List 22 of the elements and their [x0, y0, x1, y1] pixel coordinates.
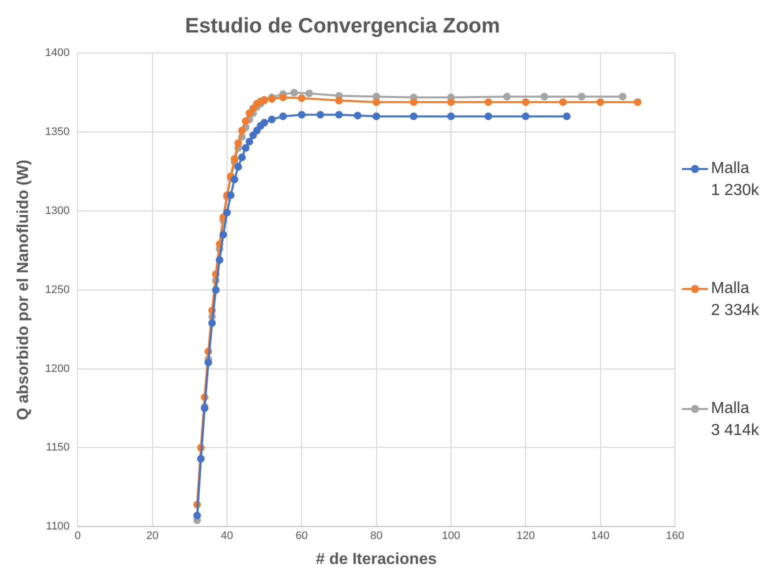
y-tick-label: 1100: [46, 520, 70, 533]
x-tick-label: 160: [666, 530, 684, 542]
x-tick-label: 80: [370, 530, 382, 542]
legend-label: Malla 3 414k: [711, 399, 760, 441]
x-tick-label: 40: [220, 530, 234, 542]
y-tick-label: 1200: [45, 362, 70, 375]
y-tick-label: 1250: [45, 284, 70, 296]
x-tick-label: 60: [296, 530, 308, 542]
y-axis-title: Q absorbido por el Nanofluido (W): [15, 160, 32, 420]
x-tick-label: 100: [442, 530, 460, 542]
x-tick-label: 120: [516, 530, 535, 542]
legend-label: Malla 1 230k: [711, 159, 760, 201]
chart-title: Estudio de Convergencia Zoom: [184, 14, 500, 38]
y-tick-label: 1350: [45, 126, 70, 138]
y-tick-label: 1150: [46, 442, 70, 454]
x-axis-title: # de Iteraciones: [316, 550, 437, 568]
legend-label: Malla 2 334k: [711, 279, 760, 321]
x-tick-label: 140: [591, 530, 610, 542]
y-tick-label: 1300: [45, 205, 70, 218]
y-tick-label: 1400: [45, 47, 70, 60]
x-tick-label: 0: [74, 530, 81, 542]
x-tick-label: 20: [146, 530, 158, 542]
